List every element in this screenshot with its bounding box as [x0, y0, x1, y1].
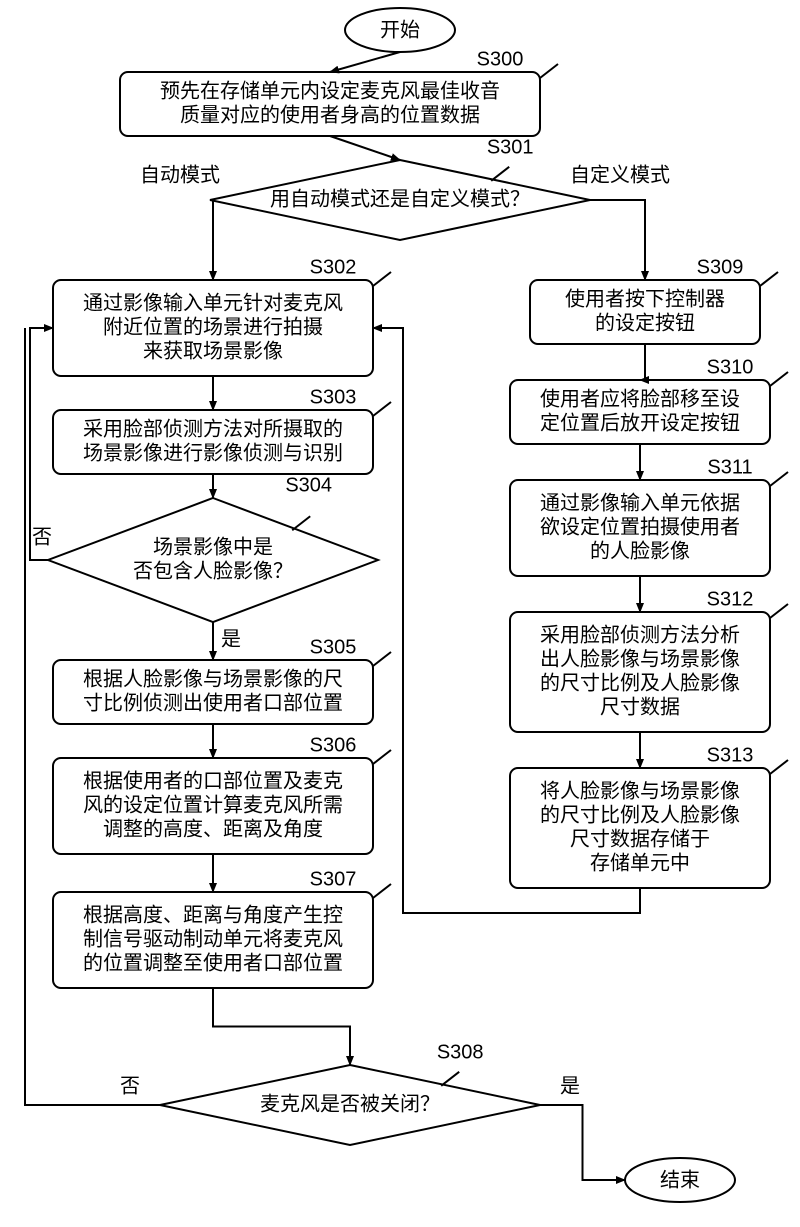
svg-text:的位置调整至使用者口部位置: 的位置调整至使用者口部位置	[83, 951, 343, 974]
svg-text:自定义模式: 自定义模式	[570, 163, 670, 186]
svg-text:S308: S308	[437, 1041, 484, 1063]
flow-edge	[640, 344, 645, 380]
flowchart-svg: 开始结束 预先在存储单元内设定麦克风最佳收音质量对应的使用者身高的位置数据 S300…	[0, 0, 800, 1227]
svg-text:麦克风是否被关闭？: 麦克风是否被关闭？	[260, 1092, 440, 1115]
svg-text:自动模式: 自动模式	[140, 163, 220, 186]
svg-text:的尺寸比例及人脸影像: 的尺寸比例及人脸影像	[540, 803, 740, 826]
svg-text:尺寸数据存储于: 尺寸数据存储于	[570, 827, 710, 850]
svg-text:使用者按下控制器: 使用者按下控制器	[565, 287, 725, 310]
svg-text:场景影像进行影像侦测与识别: 场景影像进行影像侦测与识别	[83, 441, 343, 464]
flow-edge	[210, 200, 213, 280]
svg-text:否: 否	[32, 526, 52, 548]
svg-text:通过影像输入单元针对麦克风: 通过影像输入单元针对麦克风	[83, 291, 343, 314]
svg-text:S309: S309	[697, 256, 744, 278]
svg-text:S310: S310	[707, 356, 754, 378]
svg-text:开始: 开始	[380, 18, 420, 41]
svg-text:根据高度、距离与角度产生控: 根据高度、距离与角度产生控	[83, 903, 343, 926]
svg-text:用自动模式还是自定义模式？: 用自动模式还是自定义模式？	[270, 187, 530, 210]
flow-edge	[330, 136, 400, 160]
svg-text:制信号驱动制动单元将麦克风: 制信号驱动制动单元将麦克风	[83, 927, 343, 950]
svg-text:S306: S306	[310, 734, 357, 756]
svg-text:根据人脸影像与场景影像的尺: 根据人脸影像与场景影像的尺	[83, 667, 343, 690]
flow-edge	[590, 200, 645, 280]
svg-text:将人脸影像与场景影像: 将人脸影像与场景影像	[540, 779, 740, 802]
svg-text:S300: S300	[477, 48, 524, 70]
svg-text:结束: 结束	[660, 1168, 700, 1191]
svg-text:S304: S304	[285, 474, 332, 496]
svg-text:出人脸影像与场景影像: 出人脸影像与场景影像	[540, 647, 740, 670]
svg-text:场景影像中是: 场景影像中是	[153, 535, 273, 558]
svg-text:质量对应的使用者身高的位置数据: 质量对应的使用者身高的位置数据	[180, 103, 480, 126]
svg-text:根据使用者的口部位置及麦克: 根据使用者的口部位置及麦克	[83, 769, 343, 792]
svg-text:是: 是	[221, 628, 241, 650]
svg-text:S307: S307	[310, 868, 357, 890]
svg-text:是: 是	[560, 1075, 580, 1097]
svg-text:使用者应将脸部移至设: 使用者应将脸部移至设	[540, 387, 740, 410]
svg-text:否: 否	[120, 1075, 140, 1097]
svg-text:的尺寸比例及人脸影像: 的尺寸比例及人脸影像	[540, 671, 740, 694]
svg-text:的人脸影像: 的人脸影像	[590, 539, 690, 562]
svg-text:定位置后放开设定按钮: 定位置后放开设定按钮	[540, 411, 740, 434]
svg-text:S311: S311	[707, 456, 752, 478]
svg-text:寸比例侦测出使用者口部位置: 寸比例侦测出使用者口部位置	[83, 691, 343, 714]
svg-text:存储单元中: 存储单元中	[590, 851, 690, 874]
svg-text:调整的高度、距离及角度: 调整的高度、距离及角度	[103, 817, 323, 840]
svg-text:S312: S312	[707, 588, 754, 610]
svg-text:S302: S302	[310, 256, 357, 278]
flow-edge	[540, 1105, 625, 1180]
svg-text:S303: S303	[310, 386, 357, 408]
svg-text:S301: S301	[487, 136, 534, 158]
svg-text:否包含人脸影像？: 否包含人脸影像？	[133, 559, 293, 582]
flow-edge	[213, 988, 350, 1065]
svg-text:采用脸部侦测方法分析: 采用脸部侦测方法分析	[540, 623, 740, 646]
svg-text:风的设定位置计算麦克风所需: 风的设定位置计算麦克风所需	[83, 793, 343, 816]
svg-text:来获取场景影像: 来获取场景影像	[143, 339, 283, 362]
svg-text:采用脸部侦测方法对所摄取的: 采用脸部侦测方法对所摄取的	[83, 417, 343, 440]
svg-text:欲设定位置拍摄使用者: 欲设定位置拍摄使用者	[540, 515, 740, 538]
flow-edge	[330, 52, 400, 72]
svg-text:S313: S313	[707, 744, 754, 766]
flow-edge	[30, 328, 53, 560]
svg-text:附近位置的场景进行拍摄: 附近位置的场景进行拍摄	[103, 315, 323, 338]
svg-text:预先在存储单元内设定麦克风最佳收音: 预先在存储单元内设定麦克风最佳收音	[160, 79, 500, 102]
svg-text:的设定按钮: 的设定按钮	[595, 311, 695, 334]
svg-text:尺寸数据: 尺寸数据	[600, 695, 680, 718]
svg-text:通过影像输入单元依据: 通过影像输入单元依据	[540, 491, 740, 514]
svg-text:S305: S305	[310, 636, 357, 658]
